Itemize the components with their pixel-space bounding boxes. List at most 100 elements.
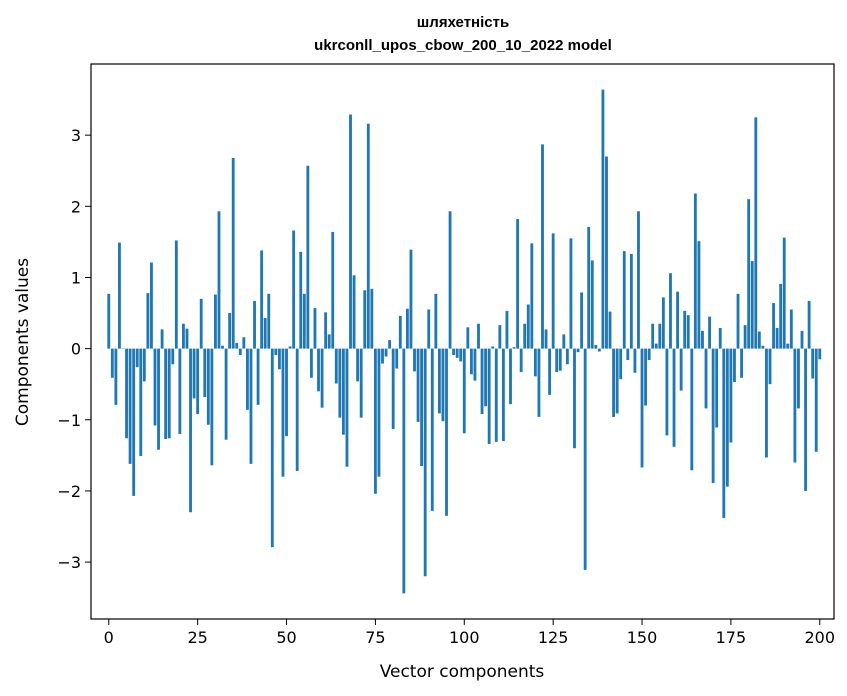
bar-145 (622, 251, 626, 349)
bar-46 (270, 348, 274, 548)
bar-38 (242, 337, 246, 349)
bar-89 (423, 348, 427, 577)
bar-25 (196, 348, 200, 415)
bar-72 (363, 290, 367, 349)
bar-129 (565, 348, 569, 365)
bar-0 (107, 293, 111, 349)
bar-177 (736, 293, 740, 349)
bar-186 (768, 348, 772, 385)
bar-1 (110, 348, 114, 378)
bar-73 (366, 123, 370, 349)
bar-200 (818, 348, 822, 360)
bar-58 (313, 308, 317, 349)
bar-140 (605, 156, 608, 349)
x-tick-label-50: 50 (276, 628, 296, 647)
bar-3 (118, 242, 121, 349)
bar-14 (157, 348, 160, 450)
bar-67 (345, 348, 349, 467)
x-tick-label-125: 125 (538, 628, 569, 647)
bar-195 (800, 330, 804, 349)
y-tick-label--3: −3 (57, 553, 81, 572)
bar-181 (750, 261, 754, 349)
bar-180 (747, 199, 751, 349)
chart-title: шляхетність (417, 14, 509, 31)
bar-56 (306, 165, 310, 349)
bar-179 (743, 325, 747, 349)
bar-193 (793, 348, 797, 463)
bar-159 (672, 348, 676, 447)
bar-36 (235, 342, 239, 349)
bar-77 (381, 348, 384, 364)
bar-135 (587, 226, 591, 349)
bar-175 (729, 348, 733, 443)
bar-45 (267, 293, 271, 349)
bar-143 (615, 348, 619, 414)
bar-59 (317, 348, 320, 392)
bar-83 (402, 348, 406, 594)
bar-146 (626, 348, 630, 360)
bar-85 (409, 249, 413, 349)
bar-113 (509, 348, 512, 405)
bar-133 (580, 292, 584, 349)
bar-43 (260, 250, 264, 349)
bar-92 (434, 293, 438, 349)
bar-110 (498, 325, 502, 349)
bar-23 (189, 348, 192, 513)
bar-37 (238, 348, 242, 356)
bar-141 (608, 311, 612, 349)
bar-149 (637, 211, 640, 349)
bar-198 (811, 348, 815, 379)
bar-60 (320, 348, 324, 408)
bar-162 (683, 310, 687, 349)
plot-frame (90, 63, 835, 620)
bar-119 (530, 243, 534, 349)
x-tick-label-150: 150 (627, 628, 658, 647)
bar-54 (299, 251, 303, 349)
bar-94 (441, 348, 445, 422)
bar-21 (182, 323, 185, 349)
bar-165 (693, 193, 697, 349)
bar-98 (455, 348, 459, 358)
bar-63 (331, 231, 335, 349)
bar-75 (373, 348, 377, 494)
bar-33 (224, 348, 228, 440)
chart-subtitle: ukrconll_upos_cbow_200_10_2022 model (314, 37, 612, 54)
bar-126 (555, 348, 559, 373)
bar-112 (505, 310, 509, 349)
bar-194 (797, 348, 800, 409)
bar-152 (647, 348, 651, 360)
bar-32 (221, 345, 224, 349)
bar-115 (516, 219, 520, 349)
bar-22 (185, 328, 189, 349)
y-tick-label-2: 2 (71, 197, 81, 216)
x-tick-label-75: 75 (365, 628, 385, 647)
bar-51 (288, 346, 292, 349)
bar-series (107, 89, 822, 594)
bar-144 (619, 348, 623, 380)
bar-70 (356, 348, 360, 382)
bar-65 (338, 348, 342, 418)
bar-42 (256, 348, 260, 405)
bar-156 (661, 297, 665, 349)
bar-154 (654, 343, 658, 349)
bar-29 (210, 348, 214, 466)
bar-128 (562, 334, 566, 349)
bar-12 (150, 262, 153, 349)
bar-130 (569, 238, 573, 349)
bar-134 (583, 348, 587, 570)
bar-191 (786, 343, 790, 349)
bar-125 (551, 233, 555, 349)
y-tick-label-1: 1 (71, 268, 81, 287)
bar-167 (701, 330, 704, 349)
bar-26 (199, 298, 203, 349)
bar-172 (718, 327, 722, 349)
bar-88 (420, 348, 424, 467)
bar-199 (814, 348, 818, 452)
bar-79 (388, 340, 392, 349)
bar-81 (395, 348, 399, 369)
bar-171 (715, 348, 719, 428)
bar-5 (125, 348, 128, 439)
bar-57 (309, 348, 313, 378)
bar-182 (754, 117, 758, 349)
bar-109 (494, 348, 498, 442)
